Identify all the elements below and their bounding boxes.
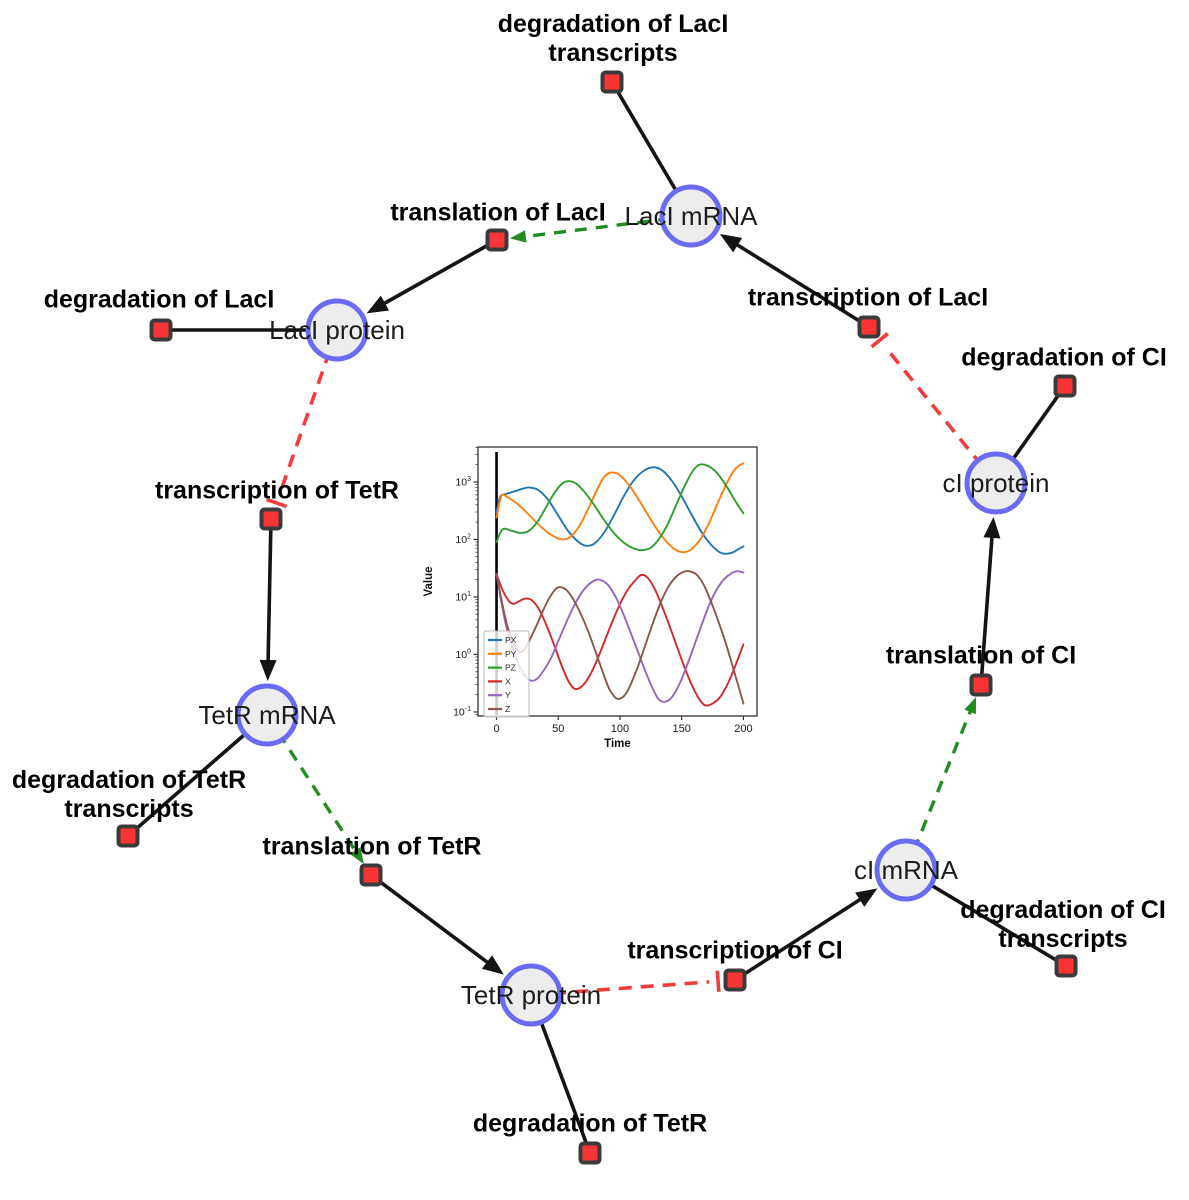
edge-transcription-of-tetr-to-tetr-mrna-arrowhead-icon — [259, 659, 277, 682]
legend-label-Z: Z — [505, 704, 510, 714]
edge-ci-protein-to-transcription-of-laci-tbar-icon — [870, 332, 890, 349]
edge-transcription-of-ci-to-ci-mrna-arrowhead-icon — [855, 888, 878, 907]
edge-transcription-of-ci-to-ci-mrna — [734, 893, 869, 982]
series-line-Y — [495, 570, 745, 703]
edge-translation-of-ci-to-ci-protein — [979, 528, 995, 686]
edge-transcription-of-laci-to-laci-mrna — [729, 238, 870, 329]
reaction-node-degradation-of-laci[interactable] — [149, 318, 173, 342]
y-tick-label: 103 — [455, 476, 471, 489]
reaction-node-translation-of-laci[interactable] — [485, 228, 509, 252]
x-tick-label: 50 — [552, 723, 564, 735]
species-node-laci-protein[interactable] — [305, 298, 369, 362]
reaction-node-degradation-of-tetr[interactable] — [578, 1141, 602, 1165]
species-node-ci-mrna[interactable] — [874, 838, 938, 902]
legend-label-PX: PX — [505, 635, 517, 645]
x-axis-label: Time — [604, 738, 631, 750]
edge-transcription-of-tetr-to-tetr-mrna — [266, 518, 273, 670]
edge-translation-of-tetr-to-tetr-protein — [369, 873, 496, 969]
x-tick-label: 150 — [673, 723, 691, 735]
y-tick-label: 101 — [455, 591, 471, 604]
chart-legend: PX PY PZ XYZ — [483, 630, 530, 718]
series-line-PY — [495, 462, 745, 554]
edge-laci-protein-to-transcription-of-tetr-tbar-icon — [266, 497, 288, 509]
edge-transcription-of-laci-to-laci-mrna-arrowhead-icon — [719, 233, 743, 253]
x-tick-label: 100 — [611, 723, 629, 735]
species-node-tetr-protein[interactable] — [499, 963, 563, 1027]
edge-tetr-protein-to-transcription-of-ci-tbar-icon — [715, 970, 721, 992]
inset-chart: 0 50 100 150 20010-1100101102103TimeValuePXP… — [423, 446, 758, 750]
y-tick-label: 100 — [455, 648, 471, 661]
legend-label-X: X — [505, 676, 511, 686]
edge-ci-mrna-to-translation-of-ci-arrowhead-icon — [964, 697, 977, 715]
species-node-tetr-mrna[interactable] — [235, 683, 299, 747]
edge-translation-of-tetr-to-tetr-protein-arrowhead-icon — [481, 955, 504, 975]
reaction-node-degradation-of-ci-transcripts[interactable] — [1054, 954, 1078, 978]
legend-label-Y: Y — [505, 690, 511, 700]
legend-label-PZ: PZ — [505, 663, 516, 673]
reaction-node-transcription-of-ci[interactable] — [723, 968, 747, 992]
reaction-node-degradation-of-tetr-transcripts[interactable] — [116, 824, 140, 848]
series-line-PZ — [495, 463, 745, 552]
reaction-node-transcription-of-tetr[interactable] — [259, 507, 283, 531]
reaction-node-transcription-of-laci[interactable] — [857, 315, 881, 339]
legend-label-PY: PY — [505, 649, 517, 659]
reaction-node-degradation-of-laci-transcripts[interactable] — [600, 70, 624, 94]
species-node-laci-mrna[interactable] — [659, 184, 723, 248]
edge-laci-mrna-to-translation-of-laci-arrowhead-icon — [509, 230, 527, 243]
species-node-ci-protein[interactable] — [964, 451, 1028, 515]
reaction-node-translation-of-tetr[interactable] — [359, 863, 383, 887]
x-tick-label: 200 — [734, 723, 752, 735]
edge-translation-of-laci-to-laci-protein — [376, 238, 498, 310]
y-tick-label: 102 — [455, 533, 471, 546]
series-line-PX — [495, 466, 745, 555]
reaction-node-degradation-of-ci[interactable] — [1053, 374, 1077, 398]
edge-translation-of-laci-to-laci-protein-arrowhead-icon — [366, 295, 390, 314]
series-line-X — [495, 573, 745, 707]
reaction-node-translation-of-ci[interactable] — [969, 673, 993, 697]
x-tick-label: 0 — [493, 723, 499, 735]
y-tick-label: 10-1 — [453, 706, 471, 719]
y-axis-label: Value — [423, 566, 435, 596]
edge-translation-of-ci-to-ci-protein-arrowhead-icon — [983, 516, 1001, 539]
edge-tetr-mrna-to-translation-of-tetr-arrowhead-icon — [349, 847, 364, 865]
